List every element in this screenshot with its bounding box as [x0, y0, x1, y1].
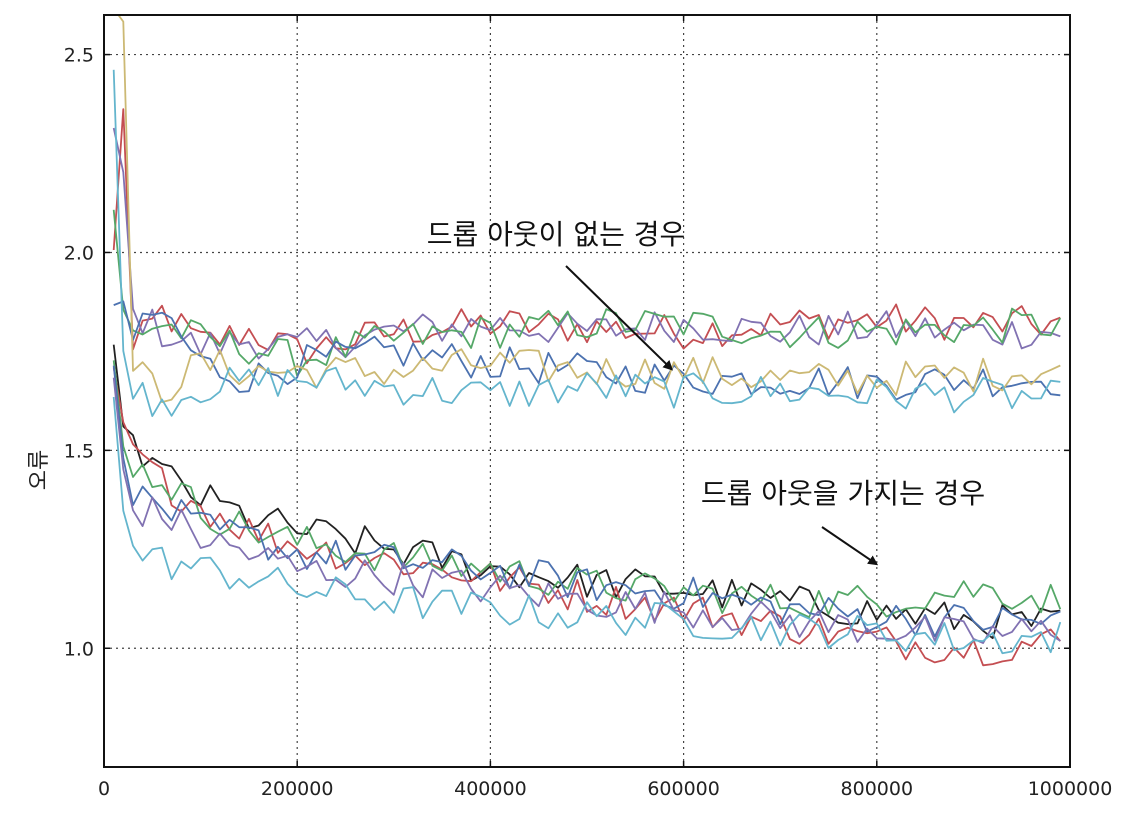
y-tick-label: 1.0	[64, 638, 94, 660]
y-tick-label: 2.0	[64, 242, 94, 264]
plot-frame	[103, 14, 1071, 768]
y-axis-ticks: 1.0 1.5 2.0 2.5	[64, 45, 1070, 660]
series-line-with_dropout-7	[112, 367, 1061, 667]
series-layer	[112, 15, 1062, 667]
annotation-with-dropout: 드롭 아웃을 가지는 경우	[701, 477, 985, 510]
y-tick-label: 2.5	[64, 45, 94, 67]
x-tick-label: 0	[98, 778, 110, 800]
y-tick-label: 1.5	[64, 440, 94, 462]
y-axis-label: 오류	[27, 450, 52, 490]
series-line-with_dropout-6	[112, 344, 1061, 640]
grid-layer	[104, 15, 1070, 767]
x-tick-label: 800000	[841, 778, 914, 800]
x-tick-label: 200000	[261, 778, 334, 800]
x-tick-label: 400000	[454, 778, 527, 800]
series-line-with_dropout-10	[112, 377, 1061, 644]
series-line-without_dropout-2	[112, 209, 1062, 377]
series-line-without_dropout-3	[113, 300, 1061, 401]
x-tick-label: 600000	[647, 778, 720, 800]
annotation-with-dropout-arrow	[821, 526, 879, 566]
series-line-without_dropout-5	[112, 69, 1061, 418]
annotation-no-dropout: 드롭 아웃이 없는 경우	[427, 218, 686, 251]
series-line-with_dropout-11	[112, 396, 1062, 655]
x-tick-label: 1000000	[1028, 778, 1113, 800]
annotations: 드롭 아웃이 없는 경우 드롭 아웃을 가지는 경우	[427, 218, 985, 566]
series-line-with_dropout-9	[112, 365, 1061, 638]
annotation-no-dropout-arrow	[565, 265, 674, 371]
x-axis-ticks: 0 200000 400000 600000 800000 1000000	[98, 15, 1112, 800]
series-line-with_dropout-8	[112, 360, 1062, 619]
